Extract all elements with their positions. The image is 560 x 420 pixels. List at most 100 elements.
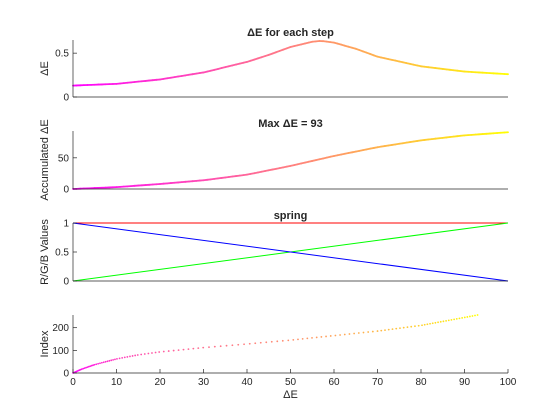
scatter-point xyxy=(474,314,476,317)
scatter-point xyxy=(114,358,116,361)
scatter-point xyxy=(182,348,185,351)
scatter-point xyxy=(202,346,205,349)
y-tick-label: 1 xyxy=(63,219,69,230)
scatter-point xyxy=(453,318,456,321)
scatter-point xyxy=(391,328,394,331)
scatter-point xyxy=(82,367,85,370)
scatter-point xyxy=(219,345,222,348)
scatter-point xyxy=(371,330,374,333)
scatter-point xyxy=(110,359,113,362)
scatter-point xyxy=(292,338,295,341)
scatter-point xyxy=(177,349,180,351)
scatter-point xyxy=(329,335,332,337)
scatter-point xyxy=(187,348,190,351)
scatter-point xyxy=(450,318,453,321)
scatter-point xyxy=(95,363,98,366)
scatter-point xyxy=(87,365,90,368)
x-tick-label: 30 xyxy=(198,377,210,388)
x-tick-label: 40 xyxy=(241,377,253,388)
scatter-point xyxy=(134,354,137,357)
x-tick-label: 70 xyxy=(372,377,384,388)
scatter-point xyxy=(325,335,327,338)
scatter-point xyxy=(129,355,131,358)
scatter-point xyxy=(439,320,442,323)
x-axis-label: ΔE xyxy=(283,389,298,401)
y-tick-label: 0 xyxy=(63,93,69,104)
scatter-point xyxy=(423,323,426,326)
scatter-point xyxy=(197,347,200,350)
y-tick-label: 0 xyxy=(63,369,69,380)
scatter-point xyxy=(463,316,466,319)
scatter-point xyxy=(151,352,153,354)
x-tick-label: 100 xyxy=(500,377,517,388)
scatter-point xyxy=(287,339,290,342)
scatter-point xyxy=(85,366,87,369)
scatter-point xyxy=(100,361,103,364)
scatter-point xyxy=(93,363,96,366)
y-tick-label: 200 xyxy=(52,323,69,334)
scatter-point xyxy=(126,356,129,358)
scatter-point xyxy=(123,356,126,359)
scatter-point xyxy=(106,360,109,363)
scatter-point xyxy=(265,341,268,344)
scatter-point xyxy=(136,354,139,356)
scatter-point xyxy=(315,336,318,339)
scatter-point xyxy=(237,343,240,346)
series-spring-rgb-2 xyxy=(72,222,509,282)
x-tick-label: 80 xyxy=(415,377,427,388)
scatter-point xyxy=(158,351,161,353)
scatter-point xyxy=(143,353,146,355)
scatter-point xyxy=(399,327,401,330)
y-axis-label: Accumulated ΔE xyxy=(39,119,51,200)
x-tick-label: 90 xyxy=(459,377,471,388)
scatter-point xyxy=(320,336,323,338)
x-tick-label: 10 xyxy=(111,377,123,388)
scatter-point xyxy=(455,317,458,320)
scatter-point xyxy=(384,329,386,332)
scatter-point xyxy=(118,357,121,360)
scatter-point xyxy=(339,334,341,336)
scatter-point xyxy=(297,338,299,341)
scatter-point xyxy=(306,337,309,340)
y-tick-label: 0 xyxy=(63,277,69,288)
scatter-point xyxy=(108,359,111,362)
scatter-point xyxy=(248,342,251,345)
y-tick-label: 50 xyxy=(58,153,70,164)
scatter-point xyxy=(276,340,279,343)
scatter-point xyxy=(116,357,118,360)
scatter-point xyxy=(154,351,157,354)
scatter-point xyxy=(353,332,356,335)
scatter-point xyxy=(231,344,234,347)
scatter-point xyxy=(362,331,365,334)
scatter-point xyxy=(281,339,284,342)
scatter-point xyxy=(376,330,379,332)
scatter-point xyxy=(334,334,337,337)
scatter-point xyxy=(395,327,398,330)
scatter-point xyxy=(402,326,405,329)
scatter-point xyxy=(192,347,195,350)
x-tick-label: 20 xyxy=(154,377,166,388)
scatter-point xyxy=(458,317,461,320)
panel-spring-rgb: 0 0.5 1 spring R/G/B Values xyxy=(39,210,509,288)
scatter-point xyxy=(172,349,175,352)
scatter-point xyxy=(208,346,210,349)
scatter-point xyxy=(104,360,107,363)
scatter-point xyxy=(348,333,351,335)
scatter-point xyxy=(437,321,439,324)
scatter-point xyxy=(140,353,143,356)
scatter-point xyxy=(442,320,445,323)
scatter-point xyxy=(431,322,434,325)
y-tick-label: 0 xyxy=(63,185,69,196)
scatter-point xyxy=(254,342,257,345)
panel-title: ΔE for each step xyxy=(247,27,334,39)
panel-title: spring xyxy=(274,210,308,222)
scatter-point xyxy=(147,352,150,355)
scatter-point xyxy=(471,315,474,317)
panel-accumulated: 0 50 Max ΔE = 93 Accumulated ΔE xyxy=(39,118,509,201)
scatter-point xyxy=(417,324,420,327)
scatter-point xyxy=(357,332,360,334)
panel-delta-e-step: 0 0.5 ΔE for each step ΔE xyxy=(39,27,509,104)
y-axis-label: R/G/B Values xyxy=(39,219,51,285)
scatter-point xyxy=(380,329,383,332)
